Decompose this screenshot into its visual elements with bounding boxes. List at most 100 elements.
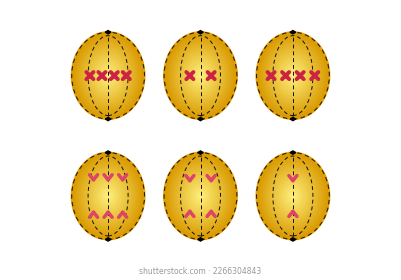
Ellipse shape bbox=[164, 153, 237, 239]
Ellipse shape bbox=[89, 173, 128, 219]
Ellipse shape bbox=[174, 164, 227, 228]
Ellipse shape bbox=[175, 45, 226, 106]
Ellipse shape bbox=[84, 47, 132, 104]
Ellipse shape bbox=[265, 163, 321, 229]
Ellipse shape bbox=[292, 74, 294, 77]
Ellipse shape bbox=[72, 153, 144, 239]
Ellipse shape bbox=[288, 190, 298, 202]
Ellipse shape bbox=[106, 73, 111, 78]
Ellipse shape bbox=[281, 61, 305, 90]
Ellipse shape bbox=[84, 167, 132, 225]
Ellipse shape bbox=[172, 163, 229, 229]
Ellipse shape bbox=[257, 153, 329, 239]
Ellipse shape bbox=[178, 169, 223, 223]
Ellipse shape bbox=[259, 35, 327, 116]
Ellipse shape bbox=[75, 36, 141, 115]
Polygon shape bbox=[105, 238, 111, 241]
Ellipse shape bbox=[101, 187, 115, 205]
Ellipse shape bbox=[272, 51, 314, 100]
Ellipse shape bbox=[290, 73, 295, 78]
Ellipse shape bbox=[277, 177, 309, 215]
Ellipse shape bbox=[276, 55, 310, 96]
Polygon shape bbox=[105, 31, 111, 34]
Ellipse shape bbox=[95, 180, 122, 212]
Ellipse shape bbox=[166, 155, 235, 237]
Polygon shape bbox=[198, 31, 203, 34]
Ellipse shape bbox=[99, 66, 117, 86]
Ellipse shape bbox=[104, 71, 112, 80]
Polygon shape bbox=[198, 117, 203, 121]
Ellipse shape bbox=[263, 160, 323, 232]
Ellipse shape bbox=[104, 192, 112, 200]
Ellipse shape bbox=[102, 68, 114, 83]
Ellipse shape bbox=[72, 32, 144, 119]
Ellipse shape bbox=[179, 170, 222, 222]
Ellipse shape bbox=[165, 154, 236, 238]
Ellipse shape bbox=[283, 64, 303, 87]
Ellipse shape bbox=[185, 177, 216, 215]
Ellipse shape bbox=[261, 38, 324, 113]
Ellipse shape bbox=[289, 71, 297, 80]
Ellipse shape bbox=[101, 67, 115, 84]
Ellipse shape bbox=[289, 192, 297, 200]
Ellipse shape bbox=[79, 41, 137, 110]
Ellipse shape bbox=[90, 174, 126, 218]
Ellipse shape bbox=[283, 185, 303, 207]
Ellipse shape bbox=[197, 71, 204, 80]
Ellipse shape bbox=[170, 39, 231, 112]
Ellipse shape bbox=[284, 66, 302, 86]
Ellipse shape bbox=[98, 64, 118, 87]
Ellipse shape bbox=[85, 169, 131, 223]
Ellipse shape bbox=[264, 161, 322, 231]
Ellipse shape bbox=[87, 171, 129, 221]
Ellipse shape bbox=[164, 32, 237, 119]
Ellipse shape bbox=[102, 189, 114, 203]
Ellipse shape bbox=[73, 34, 143, 118]
Ellipse shape bbox=[96, 181, 120, 211]
Ellipse shape bbox=[169, 38, 232, 113]
Text: shutterstock.com · 2266304843: shutterstock.com · 2266304843 bbox=[140, 267, 261, 276]
Ellipse shape bbox=[271, 50, 315, 102]
Ellipse shape bbox=[92, 57, 124, 94]
Ellipse shape bbox=[86, 50, 130, 102]
Ellipse shape bbox=[286, 67, 300, 84]
Ellipse shape bbox=[171, 41, 230, 110]
Ellipse shape bbox=[258, 34, 328, 118]
Ellipse shape bbox=[72, 153, 144, 239]
Ellipse shape bbox=[266, 44, 320, 108]
Ellipse shape bbox=[72, 32, 144, 119]
Ellipse shape bbox=[190, 183, 211, 209]
Ellipse shape bbox=[276, 176, 310, 216]
Polygon shape bbox=[105, 151, 111, 154]
Ellipse shape bbox=[258, 154, 328, 238]
Ellipse shape bbox=[275, 54, 311, 97]
Polygon shape bbox=[290, 31, 296, 34]
Ellipse shape bbox=[265, 42, 321, 109]
Ellipse shape bbox=[270, 169, 316, 223]
Ellipse shape bbox=[97, 183, 119, 209]
Ellipse shape bbox=[169, 158, 232, 234]
Polygon shape bbox=[198, 151, 203, 154]
Ellipse shape bbox=[257, 32, 329, 119]
Ellipse shape bbox=[81, 44, 135, 108]
Ellipse shape bbox=[287, 189, 299, 203]
Ellipse shape bbox=[86, 170, 130, 222]
Ellipse shape bbox=[89, 52, 128, 99]
Ellipse shape bbox=[193, 67, 208, 84]
Ellipse shape bbox=[261, 158, 324, 234]
Ellipse shape bbox=[165, 34, 236, 118]
Ellipse shape bbox=[288, 70, 298, 81]
Ellipse shape bbox=[97, 62, 119, 88]
Ellipse shape bbox=[263, 39, 323, 112]
Ellipse shape bbox=[74, 155, 142, 237]
Ellipse shape bbox=[275, 174, 311, 218]
Ellipse shape bbox=[99, 186, 117, 206]
Ellipse shape bbox=[191, 185, 210, 207]
Ellipse shape bbox=[284, 186, 302, 206]
Ellipse shape bbox=[73, 154, 143, 238]
Ellipse shape bbox=[279, 60, 306, 92]
Ellipse shape bbox=[91, 176, 125, 216]
Ellipse shape bbox=[164, 32, 237, 119]
Ellipse shape bbox=[278, 179, 308, 213]
Ellipse shape bbox=[267, 166, 318, 226]
